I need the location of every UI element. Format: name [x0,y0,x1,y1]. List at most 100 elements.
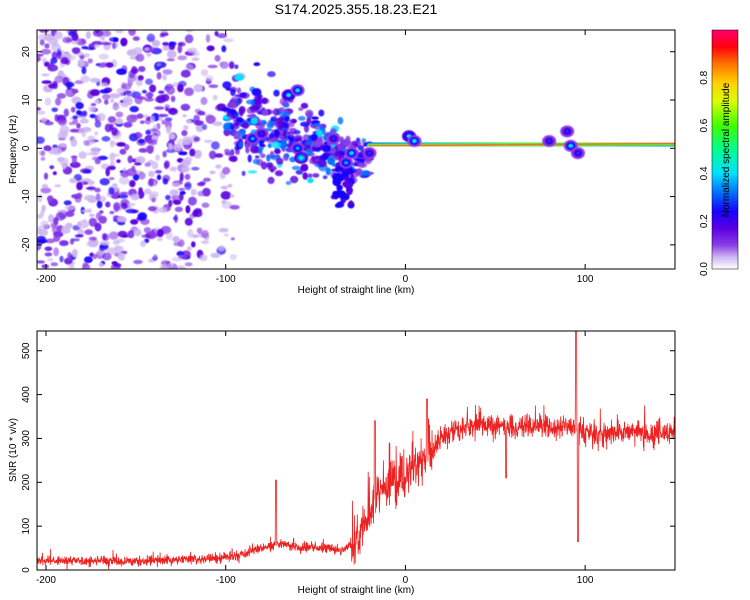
chirp-speckle [297,116,306,121]
noise-speckle [37,55,41,62]
noise-speckle [156,174,162,181]
noise-speckle [186,47,198,54]
noise-speckle [168,107,178,116]
noise-speckle [146,145,155,151]
snr-x-axis-label: Height of straight line (km) [298,585,415,596]
noise-speckle [47,258,54,262]
noise-speckle [101,233,107,241]
chirp-speckle [267,176,275,184]
noise-speckle [37,136,45,144]
noise-speckle [87,91,94,99]
noise-speckle [164,104,170,110]
noise-speckle [169,189,179,196]
noise-speckle [85,186,96,190]
chirp-speckle [267,71,276,78]
noise-speckle [136,113,144,119]
noise-speckle [79,118,89,124]
noise-speckle [139,120,145,124]
chirp-speckle [336,177,341,185]
noise-speckle [133,259,143,265]
chirp-speckle [300,102,309,109]
noise-speckle [154,106,165,110]
noise-speckle [64,204,76,211]
noise-speckle [111,261,118,265]
noise-speckle [65,81,75,88]
noise-speckle [99,178,110,186]
chart-title: S174.2025.355.18.23.E21 [275,1,438,17]
noise-speckle [193,84,204,93]
chirp-speckle [298,107,304,111]
chirp-speckle [270,168,275,173]
chirp-speckle [325,152,332,156]
noise-speckle [72,118,79,125]
noise-speckle [160,93,170,102]
chirp-speckle [285,153,290,158]
noise-speckle [180,69,191,78]
noise-speckle [149,84,157,93]
noise-speckle [208,150,217,160]
noise-speckle [40,117,48,123]
noise-speckle [185,63,194,72]
noise-speckle [211,141,220,150]
noise-speckle [70,138,78,147]
noise-speckle [117,92,125,97]
noise-speckle [49,165,55,170]
noise-speckle [37,241,42,251]
noise-speckle [170,95,176,103]
noise-speckle [58,143,67,148]
noise-speckle [99,195,107,203]
noise-speckle [94,99,100,104]
noise-speckle [68,263,75,269]
noise-speckle [55,212,66,221]
noise-speckle [104,99,109,105]
noise-speckle [113,203,119,213]
chirp-speckle [236,87,242,94]
chirp-speckle [237,129,246,138]
noise-speckle [56,93,67,99]
chirp-speckle [281,127,287,131]
noise-speckle [49,63,55,70]
chirp-speckle [271,141,281,149]
noise-speckle [126,49,138,57]
noise-speckle [130,219,139,225]
noise-speckle [83,140,90,146]
noise-speckle [87,135,96,141]
noise-speckle [116,142,126,147]
noise-speckle [92,253,98,260]
spectrogram-y-tick-label: -20 [21,237,32,252]
noise-speckle [67,252,72,261]
noise-speckle [127,155,133,164]
noise-speckle [183,125,189,131]
noise-speckle-layer [37,30,246,269]
noise-speckle [205,75,214,82]
noise-speckle [184,87,194,96]
noise-speckle [126,114,138,123]
noise-speckle [117,230,128,238]
noise-speckle [53,247,59,257]
noise-speckle [221,45,227,53]
chirp-speckle [330,128,336,132]
chirp-speckle [285,181,292,185]
noise-speckle [137,75,144,81]
chirp-speckle [273,89,280,97]
noise-speckle [152,41,158,47]
chirp-speckle [238,141,243,148]
noise-speckle [176,250,185,256]
chirp-speckle [325,167,331,176]
chirp-speckle [273,108,279,117]
noise-speckle [156,62,162,67]
noise-speckle [78,220,89,229]
noise-speckle [84,229,93,235]
noise-speckle [133,228,142,237]
noise-speckle [210,252,221,258]
noise-speckle [182,136,193,146]
chirp-speckle [258,146,264,151]
noise-speckle [173,242,182,247]
spectral-blob [299,156,303,159]
noise-speckle [37,260,46,264]
noise-speckle [222,166,231,175]
spectrogram-x-tick-label: 100 [577,274,594,285]
chirp-speckle [274,170,284,177]
noise-speckle [84,256,93,264]
noise-speckle [107,116,117,123]
